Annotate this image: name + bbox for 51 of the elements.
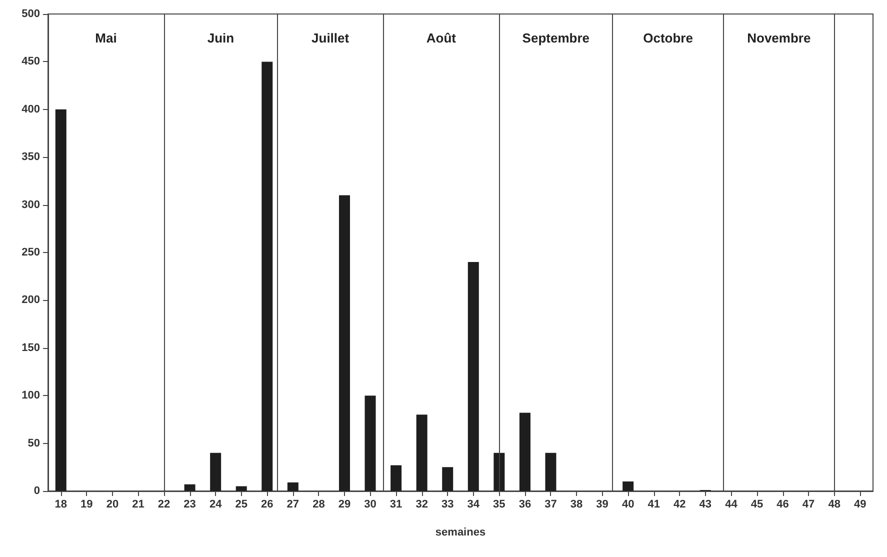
x-tick-label: 36 bbox=[518, 498, 532, 510]
x-tick-label: 45 bbox=[750, 498, 764, 510]
x-tick-label: 24 bbox=[209, 498, 223, 510]
y-tick-label: 400 bbox=[22, 103, 40, 116]
x-tick-label: 47 bbox=[802, 498, 815, 510]
x-tick-label: 46 bbox=[776, 498, 789, 510]
x-tick-label: 40 bbox=[622, 498, 634, 510]
y-tick-label: 0 bbox=[34, 485, 40, 497]
x-tick-label: 42 bbox=[674, 498, 686, 510]
x-tick-label: 43 bbox=[699, 498, 712, 510]
x-tick-label: 31 bbox=[390, 498, 402, 510]
x-tick-label: 33 bbox=[441, 498, 454, 510]
y-tick-label: 500 bbox=[22, 8, 40, 20]
x-tick-label: 28 bbox=[312, 498, 325, 510]
x-tick-label: 39 bbox=[596, 498, 608, 510]
x-tick-label: 22 bbox=[158, 498, 170, 510]
x-tick-label: 49 bbox=[854, 498, 866, 510]
x-tick-label: 38 bbox=[570, 498, 583, 510]
annotation: Août bbox=[426, 30, 457, 46]
annotation: Juillet bbox=[312, 30, 350, 46]
x-tick-label: 26 bbox=[261, 498, 274, 510]
y-tick-label: 50 bbox=[28, 437, 40, 450]
x-tick-label: 34 bbox=[467, 498, 480, 510]
y-tick-label: 200 bbox=[22, 294, 40, 306]
annotation: Septembre bbox=[522, 30, 590, 46]
x-tick-label: 41 bbox=[648, 498, 660, 510]
x-tick-label: 29 bbox=[338, 498, 351, 510]
x-tick-label: 44 bbox=[725, 498, 738, 510]
y-tick-label: 450 bbox=[22, 56, 40, 68]
x-tick-label: 37 bbox=[544, 498, 557, 510]
x-tick-label: 35 bbox=[493, 498, 506, 510]
annotation: Mai bbox=[95, 30, 117, 46]
annotation: Juin bbox=[207, 30, 234, 46]
x-tick-label: 30 bbox=[364, 498, 376, 510]
x-tick-label: 27 bbox=[286, 498, 300, 510]
x-tick-label: 19 bbox=[80, 498, 93, 510]
annotation: Octobre bbox=[643, 30, 693, 46]
x-tick-label: 32 bbox=[416, 498, 428, 510]
x-tick-label: 20 bbox=[106, 498, 119, 510]
x-tick-label: 18 bbox=[54, 498, 68, 510]
y-tick-label: 300 bbox=[22, 198, 40, 211]
y-tick-label: 100 bbox=[22, 390, 40, 402]
y-tick-label: 350 bbox=[22, 151, 40, 164]
y-tick-label: 250 bbox=[22, 246, 40, 258]
x-tick-label: 23 bbox=[184, 498, 196, 510]
x-axis-title: semaines bbox=[435, 526, 486, 538]
x-tick-label: 25 bbox=[235, 498, 248, 510]
x-tick-label: 48 bbox=[828, 498, 840, 510]
annotation: Novembre bbox=[747, 30, 811, 46]
x-tick-label: 21 bbox=[132, 498, 144, 510]
y-tick-label: 150 bbox=[22, 342, 40, 354]
